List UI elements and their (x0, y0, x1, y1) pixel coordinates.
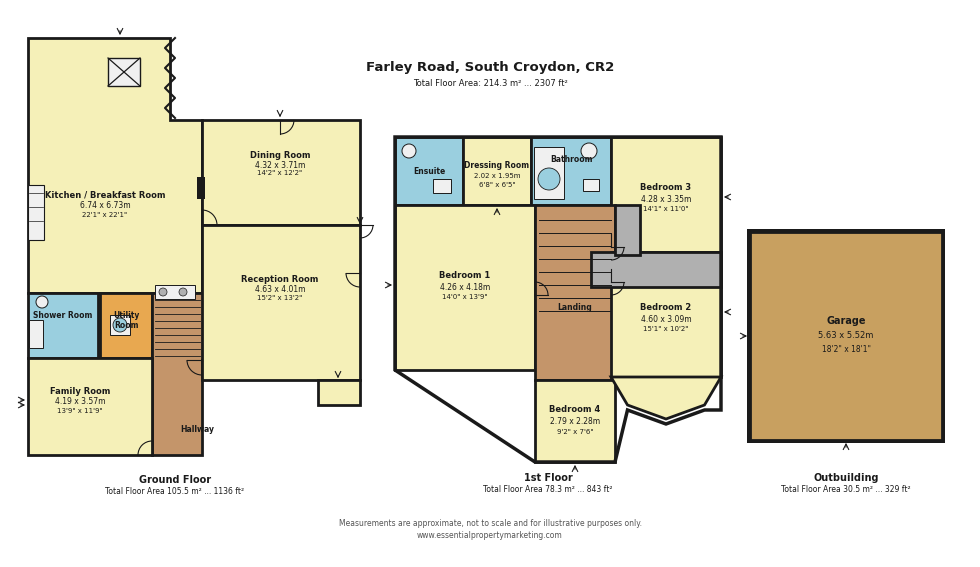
Bar (202, 225, 360, 380)
Text: 22'1" x 22'1": 22'1" x 22'1" (82, 212, 127, 218)
Bar (615, 205, 640, 255)
Bar (202, 120, 360, 225)
Text: Family Room: Family Room (50, 387, 110, 396)
Text: Landing: Landing (558, 303, 592, 311)
Bar (750, 232, 942, 440)
Circle shape (179, 288, 187, 296)
Bar (318, 380, 360, 405)
Bar (433, 179, 451, 193)
Bar (108, 58, 140, 86)
Bar (155, 285, 195, 299)
Bar (591, 252, 721, 287)
Bar (535, 205, 615, 380)
Text: Bathroom: Bathroom (550, 154, 592, 163)
Text: Hallway: Hallway (180, 425, 214, 434)
Text: 4.19 x 3.57m: 4.19 x 3.57m (55, 397, 105, 407)
Text: Farley Road, South Croydon, CR2: Farley Road, South Croydon, CR2 (366, 61, 614, 74)
Text: Reception Room: Reception Room (241, 276, 318, 285)
Text: 5.63 x 5.52m: 5.63 x 5.52m (818, 332, 874, 341)
Text: Outbuilding: Outbuilding (813, 473, 879, 483)
Text: Measurements are approximate, not to scale and for illustrative purposes only.: Measurements are approximate, not to sca… (338, 519, 642, 528)
Text: 2.02 x 1.95m: 2.02 x 1.95m (473, 173, 520, 179)
Text: Room: Room (114, 320, 138, 329)
Text: 4.60 x 3.09m: 4.60 x 3.09m (641, 315, 691, 324)
Bar (28, 293, 98, 358)
Polygon shape (152, 293, 240, 455)
Text: Total Floor Area 105.5 m² ... 1136 ft²: Total Floor Area 105.5 m² ... 1136 ft² (106, 488, 245, 497)
Bar (110, 315, 130, 335)
Text: 18'2" x 18'1": 18'2" x 18'1" (821, 345, 870, 353)
Text: Garage: Garage (826, 316, 865, 326)
Bar (28, 185, 44, 240)
Text: 4.26 x 4.18m: 4.26 x 4.18m (440, 282, 490, 291)
Text: Total Floor Area 78.3 m² ... 843 ft²: Total Floor Area 78.3 m² ... 843 ft² (483, 485, 612, 494)
Circle shape (538, 168, 560, 190)
Circle shape (159, 288, 167, 296)
Text: Bedroom 2: Bedroom 2 (640, 303, 692, 311)
Text: 15'2" x 13'2": 15'2" x 13'2" (258, 295, 303, 301)
Text: Dining Room: Dining Room (250, 150, 311, 159)
Polygon shape (28, 38, 202, 293)
Bar (747, 229, 945, 443)
Text: Utility: Utility (113, 311, 139, 319)
Bar (395, 205, 535, 370)
Circle shape (581, 143, 597, 159)
Text: Shower Room: Shower Room (33, 311, 93, 320)
Circle shape (113, 318, 127, 332)
Text: 15'1" x 10'2": 15'1" x 10'2" (643, 326, 689, 332)
Bar (29, 320, 43, 348)
Text: 4.32 x 3.71m: 4.32 x 3.71m (255, 160, 305, 170)
Bar (197, 177, 205, 199)
Circle shape (36, 296, 48, 308)
Text: Dressing Room: Dressing Room (465, 160, 529, 170)
Text: 6.74 x 6.73m: 6.74 x 6.73m (79, 201, 130, 210)
Bar (531, 137, 611, 205)
Text: 1st Floor: 1st Floor (523, 473, 572, 483)
Text: Bedroom 1: Bedroom 1 (439, 270, 491, 280)
Text: www.essentialpropertymarketing.com: www.essentialpropertymarketing.com (417, 531, 563, 539)
Bar (395, 137, 463, 205)
Text: Ground Floor: Ground Floor (139, 475, 211, 485)
Text: 14'1" x 11'0": 14'1" x 11'0" (643, 206, 689, 212)
Bar (100, 293, 152, 358)
Text: Kitchen / Breakfast Room: Kitchen / Breakfast Room (45, 191, 166, 200)
Polygon shape (611, 377, 721, 419)
Bar (534, 147, 564, 199)
Bar (583, 179, 599, 191)
Text: Ensuite: Ensuite (413, 167, 445, 176)
Text: Total Floor Area 30.5 m² ... 329 ft²: Total Floor Area 30.5 m² ... 329 ft² (781, 485, 910, 494)
Text: 4.28 x 3.35m: 4.28 x 3.35m (641, 194, 691, 204)
Bar (535, 380, 615, 462)
Text: 2.79 x 2.28m: 2.79 x 2.28m (550, 417, 600, 426)
Text: Total Floor Area: 214.3 m² ... 2307 ft²: Total Floor Area: 214.3 m² ... 2307 ft² (413, 78, 567, 87)
Bar (463, 137, 531, 205)
Bar (28, 358, 152, 455)
Text: 9'2" x 7'6": 9'2" x 7'6" (557, 429, 593, 435)
Text: Bedroom 4: Bedroom 4 (550, 405, 601, 414)
Text: 13'9" x 11'9": 13'9" x 11'9" (57, 408, 103, 414)
Text: 14'2" x 12'2": 14'2" x 12'2" (258, 170, 303, 176)
Bar (611, 252, 721, 377)
Circle shape (402, 144, 416, 158)
Text: 6'8" x 6'5": 6'8" x 6'5" (479, 182, 515, 188)
Bar (611, 137, 721, 252)
Text: Bedroom 3: Bedroom 3 (641, 183, 692, 192)
Text: 4.63 x 4.01m: 4.63 x 4.01m (255, 286, 305, 294)
Text: 14'0" x 13'9": 14'0" x 13'9" (442, 294, 488, 300)
